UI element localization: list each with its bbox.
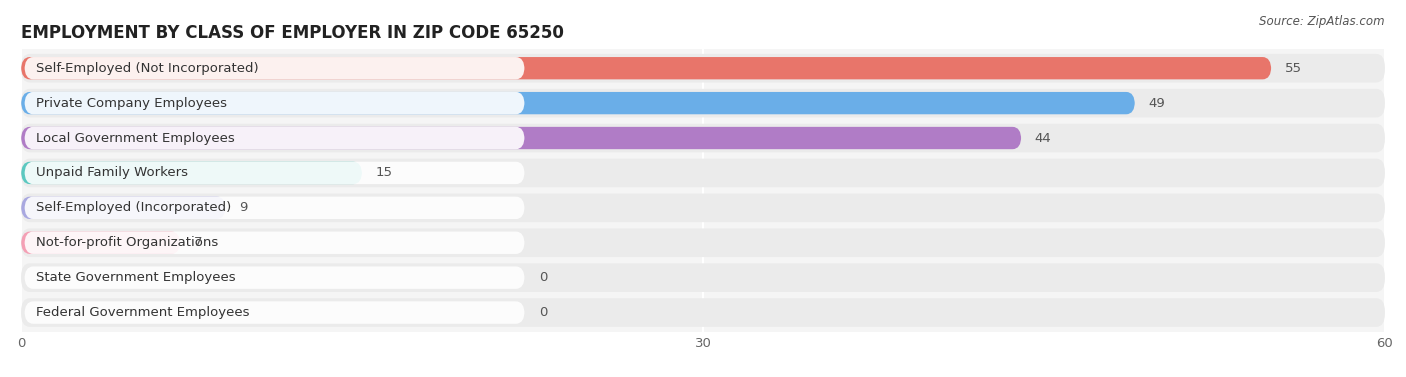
Text: 49: 49 xyxy=(1149,97,1166,110)
Text: Federal Government Employees: Federal Government Employees xyxy=(37,306,249,319)
Text: EMPLOYMENT BY CLASS OF EMPLOYER IN ZIP CODE 65250: EMPLOYMENT BY CLASS OF EMPLOYER IN ZIP C… xyxy=(21,24,564,42)
FancyBboxPatch shape xyxy=(21,57,1271,80)
FancyBboxPatch shape xyxy=(21,197,225,219)
Text: State Government Employees: State Government Employees xyxy=(37,271,235,284)
FancyBboxPatch shape xyxy=(21,89,1385,117)
Text: 0: 0 xyxy=(540,271,548,284)
Text: 55: 55 xyxy=(1285,62,1302,75)
FancyBboxPatch shape xyxy=(21,228,1385,257)
Text: Private Company Employees: Private Company Employees xyxy=(37,97,226,110)
FancyBboxPatch shape xyxy=(21,127,1021,149)
FancyBboxPatch shape xyxy=(24,92,524,114)
FancyBboxPatch shape xyxy=(24,267,524,289)
FancyBboxPatch shape xyxy=(24,197,524,219)
Text: Self-Employed (Not Incorporated): Self-Employed (Not Incorporated) xyxy=(37,62,259,75)
FancyBboxPatch shape xyxy=(24,57,524,80)
FancyBboxPatch shape xyxy=(21,54,1385,83)
Text: 0: 0 xyxy=(540,306,548,319)
Text: Local Government Employees: Local Government Employees xyxy=(37,132,235,144)
FancyBboxPatch shape xyxy=(24,231,524,254)
FancyBboxPatch shape xyxy=(21,264,1385,292)
Text: 15: 15 xyxy=(375,166,392,179)
Text: Not-for-profit Organizations: Not-for-profit Organizations xyxy=(37,236,218,249)
Text: Self-Employed (Incorporated): Self-Employed (Incorporated) xyxy=(37,201,231,215)
FancyBboxPatch shape xyxy=(21,193,1385,222)
FancyBboxPatch shape xyxy=(24,162,524,184)
Text: 7: 7 xyxy=(194,236,202,249)
FancyBboxPatch shape xyxy=(21,92,1135,114)
FancyBboxPatch shape xyxy=(24,127,524,149)
FancyBboxPatch shape xyxy=(21,298,1385,327)
Text: 9: 9 xyxy=(239,201,247,215)
Text: 44: 44 xyxy=(1035,132,1052,144)
Text: Source: ZipAtlas.com: Source: ZipAtlas.com xyxy=(1260,15,1385,28)
FancyBboxPatch shape xyxy=(21,231,180,254)
FancyBboxPatch shape xyxy=(21,159,1385,187)
FancyBboxPatch shape xyxy=(21,162,363,184)
FancyBboxPatch shape xyxy=(21,124,1385,152)
Text: Unpaid Family Workers: Unpaid Family Workers xyxy=(37,166,188,179)
FancyBboxPatch shape xyxy=(24,301,524,324)
